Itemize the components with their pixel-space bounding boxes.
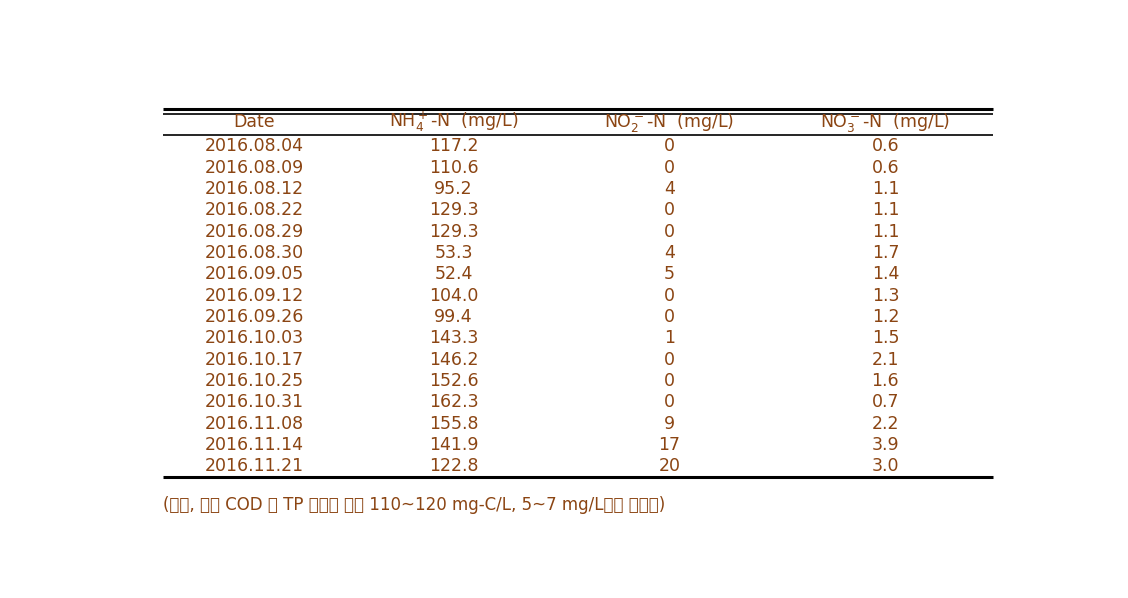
Text: 0: 0 <box>664 372 675 390</box>
Text: 2.1: 2.1 <box>872 350 899 368</box>
Text: 0: 0 <box>664 308 675 326</box>
Text: 1.3: 1.3 <box>872 286 899 304</box>
Text: 104.0: 104.0 <box>429 286 478 304</box>
Text: $\mathrm{NH_4^+}$-N  (mg/L): $\mathrm{NH_4^+}$-N (mg/L) <box>389 110 518 134</box>
Text: 129.3: 129.3 <box>429 201 478 219</box>
Text: 4: 4 <box>664 244 675 262</box>
Text: 2016.11.14: 2016.11.14 <box>204 436 303 454</box>
Text: 1.6: 1.6 <box>872 372 899 390</box>
Text: 1: 1 <box>664 329 675 347</box>
Text: 2016.10.17: 2016.10.17 <box>204 350 303 368</box>
Text: 1.1: 1.1 <box>872 222 899 240</box>
Text: 1.7: 1.7 <box>872 244 899 262</box>
Text: 2016.08.29: 2016.08.29 <box>204 222 303 240</box>
Text: 2016.11.08: 2016.11.08 <box>204 414 303 432</box>
Text: 2016.11.21: 2016.11.21 <box>204 457 303 475</box>
Text: 141.9: 141.9 <box>429 436 478 454</box>
Text: 2016.08.30: 2016.08.30 <box>204 244 303 262</box>
Text: 0: 0 <box>664 350 675 368</box>
Text: $\mathrm{NO_2^-}$-N  (mg/L): $\mathrm{NO_2^-}$-N (mg/L) <box>605 111 734 133</box>
Text: 99.4: 99.4 <box>434 308 473 326</box>
Text: 155.8: 155.8 <box>429 414 478 432</box>
Text: 2016.09.05: 2016.09.05 <box>204 265 303 283</box>
Text: 152.6: 152.6 <box>429 372 478 390</box>
Text: 1.1: 1.1 <box>872 201 899 219</box>
Text: 143.3: 143.3 <box>429 329 478 347</box>
Text: Date: Date <box>233 113 275 131</box>
Text: $\mathrm{NO_3^-}$-N  (mg/L): $\mathrm{NO_3^-}$-N (mg/L) <box>820 111 951 133</box>
Text: 2016.08.04: 2016.08.04 <box>204 137 303 155</box>
Text: 95.2: 95.2 <box>434 180 473 198</box>
Text: 0.6: 0.6 <box>872 137 899 155</box>
Text: 1.1: 1.1 <box>872 180 899 198</box>
Text: 0: 0 <box>664 201 675 219</box>
Text: 1.5: 1.5 <box>872 329 899 347</box>
Text: 0: 0 <box>664 137 675 155</box>
Text: 3.0: 3.0 <box>872 457 899 475</box>
Text: 2016.08.22: 2016.08.22 <box>204 201 303 219</box>
Text: 2016.09.12: 2016.09.12 <box>204 286 303 304</box>
Text: 117.2: 117.2 <box>429 137 478 155</box>
Text: 1.4: 1.4 <box>872 265 899 283</box>
Text: 0: 0 <box>664 286 675 304</box>
Text: 129.3: 129.3 <box>429 222 478 240</box>
Text: 4: 4 <box>664 180 675 198</box>
Text: 162.3: 162.3 <box>429 393 478 411</box>
Text: 0: 0 <box>664 222 675 240</box>
Text: 1.2: 1.2 <box>872 308 899 326</box>
Text: 110.6: 110.6 <box>429 158 478 176</box>
Text: 0: 0 <box>664 393 675 411</box>
Text: 122.8: 122.8 <box>429 457 478 475</box>
Text: 0: 0 <box>664 158 675 176</box>
Text: 53.3: 53.3 <box>434 244 473 262</box>
Text: 2016.10.25: 2016.10.25 <box>204 372 303 390</box>
Text: 9: 9 <box>664 414 675 432</box>
Text: 5: 5 <box>664 265 675 283</box>
Text: 2016.08.09: 2016.08.09 <box>204 158 303 176</box>
Text: 0.7: 0.7 <box>872 393 899 411</box>
Text: 0.6: 0.6 <box>872 158 899 176</box>
Text: 2.2: 2.2 <box>872 414 899 432</box>
Text: 2016.09.26: 2016.09.26 <box>204 308 303 326</box>
Text: 3.9: 3.9 <box>872 436 899 454</box>
Text: 52.4: 52.4 <box>434 265 473 283</box>
Text: 2016.10.03: 2016.10.03 <box>204 329 303 347</box>
Text: 2016.08.12: 2016.08.12 <box>204 180 303 198</box>
Text: (이외, 유입 COD 및 TP 농도는 각각 110~120 mg-C/L, 5~7 mg/L으로 측정됨): (이외, 유입 COD 및 TP 농도는 각각 110~120 mg-C/L, … <box>162 496 666 514</box>
Text: 20: 20 <box>659 457 680 475</box>
Text: 146.2: 146.2 <box>429 350 478 368</box>
Text: 17: 17 <box>659 436 680 454</box>
Text: 2016.10.31: 2016.10.31 <box>204 393 303 411</box>
